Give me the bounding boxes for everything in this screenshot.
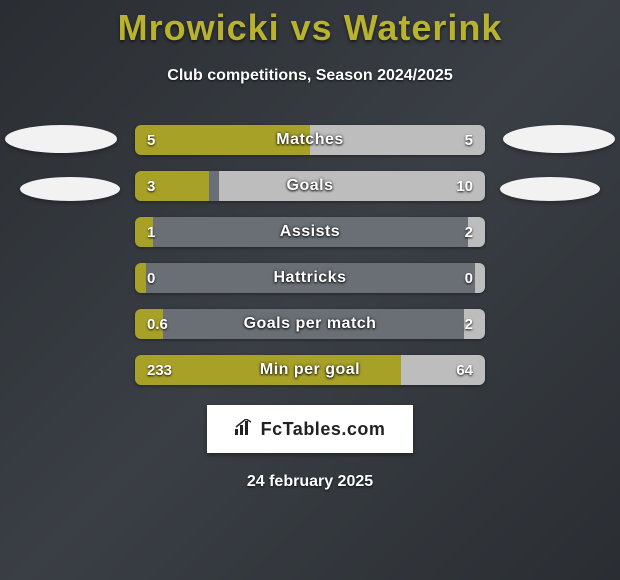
chart-area: 55Matches 310Goals 12Assists 00Hattricks 0.6… [0, 125, 620, 395]
subtitle: Club competitions, Season 2024/2025 [0, 67, 620, 85]
stat-label: Min per goal [135, 355, 485, 385]
title: Mrowicki vs Waterink [0, 7, 620, 49]
infographic-container: Mrowicki vs Waterink Club competitions, … [0, 0, 620, 580]
stat-row: 23364Min per goal [135, 355, 485, 385]
stat-row: 0.62Goals per match [135, 309, 485, 339]
stat-row: 00Hattricks [135, 263, 485, 293]
player-right-badge-1 [503, 125, 615, 153]
stat-row: 310Goals [135, 171, 485, 201]
stat-row: 55Matches [135, 125, 485, 155]
stat-label: Matches [135, 125, 485, 155]
logo-box[interactable]: FcTables.com [207, 405, 413, 453]
player-left-badge-2 [20, 177, 120, 201]
stat-label: Assists [135, 217, 485, 247]
chart-icon [235, 419, 255, 440]
logo-text: FcTables.com [261, 419, 386, 440]
stat-label: Goals per match [135, 309, 485, 339]
stat-label: Hattricks [135, 263, 485, 293]
player-right-badge-2 [500, 177, 600, 201]
stat-row: 12Assists [135, 217, 485, 247]
date-label: 24 february 2025 [0, 473, 620, 491]
bars-group: 55Matches 310Goals 12Assists 00Hattricks 0.6… [135, 125, 485, 401]
player-left-badge-1 [5, 125, 117, 153]
stat-label: Goals [135, 171, 485, 201]
